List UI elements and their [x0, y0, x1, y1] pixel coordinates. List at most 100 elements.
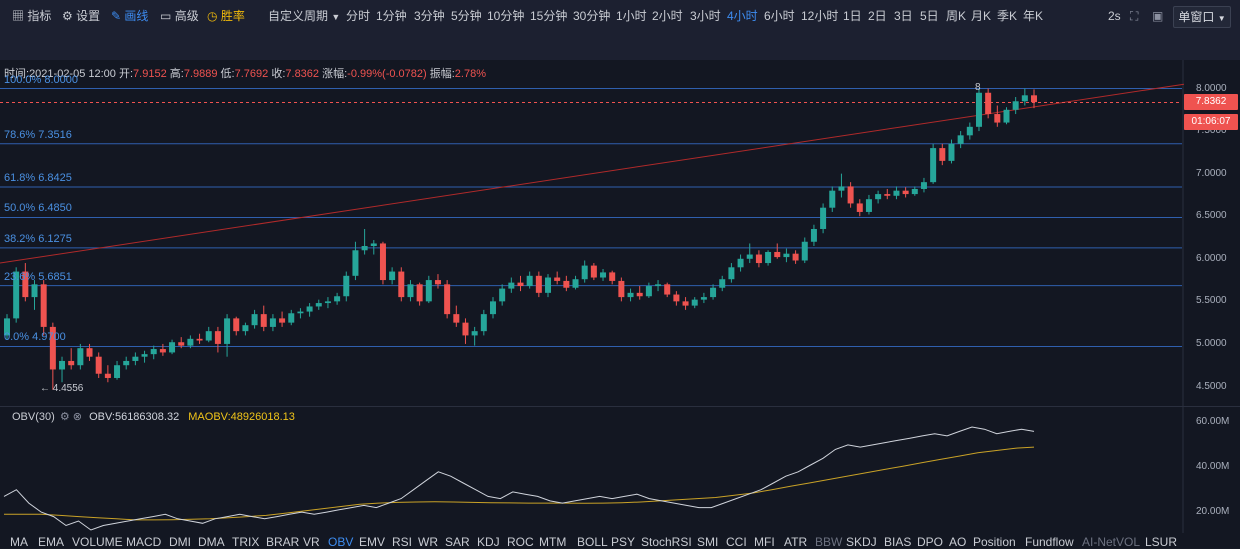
period-1[interactable]: 1分钟 — [376, 9, 407, 23]
drawing-button[interactable]: ✎ 画线 — [111, 9, 149, 23]
refresh-interval[interactable]: 2s — [1108, 9, 1121, 23]
low-marker: ← 4.4556 — [40, 383, 84, 394]
indicator-tab-ma[interactable]: MA — [10, 535, 28, 549]
fib-label-2: 61.8% 6.8425 — [4, 172, 72, 185]
indicator-tab-volume[interactable]: VOLUME — [72, 535, 123, 549]
screenshot-icon[interactable]: ▣ — [1152, 9, 1164, 23]
countdown-tag: 01:06:07 — [1184, 114, 1238, 130]
fib-label-4: 38.2% 6.1275 — [4, 232, 72, 245]
obv-header: OBV(30) ⚙ ⊗ OBV:56186308.32 MAOBV:489260… — [12, 411, 295, 423]
period-4[interactable]: 10分钟 — [487, 9, 525, 23]
indicator-tab-dma[interactable]: DMA — [198, 535, 225, 549]
single-window-dropdown[interactable]: 单窗口 ▼ — [1173, 6, 1231, 28]
indicator-tabs — [0, 533, 1240, 548]
indicator-tab-cci[interactable]: CCI — [726, 535, 747, 549]
indicator-icon: ▦ — [12, 9, 25, 23]
indicator-tab-dpo[interactable]: DPO — [917, 535, 944, 549]
price-axis-tick-0: 8.0000 — [1196, 82, 1227, 94]
indicator-tab-boll[interactable]: BOLL — [577, 535, 608, 549]
period-12[interactable]: 12小时 — [801, 9, 839, 23]
custom-period-dropdown[interactable]: 自定义周期 ▼ — [268, 9, 341, 23]
indicator-tab-vr[interactable]: VR — [303, 535, 320, 549]
folder-icon: ▭ — [160, 9, 172, 23]
indicator-tab-brar[interactable]: BRAR — [266, 535, 300, 549]
chevron-down-icon: ▼ — [1217, 14, 1226, 23]
advanced-button[interactable]: ▭ 高级 — [160, 9, 199, 23]
indicator-button[interactable]: ▦ 指标 — [12, 9, 52, 23]
indicator-tab-fundflow[interactable]: Fundflow — [1025, 535, 1074, 549]
period-0[interactable]: 分时 — [346, 9, 371, 23]
fib-label-6: 0.0% 4.9700 — [4, 331, 66, 344]
chevron-down-icon: ▼ — [331, 12, 341, 22]
pencil-icon: ✎ — [111, 9, 122, 23]
indicator-tab-smi[interactable]: SMI — [697, 535, 719, 549]
winrate-button[interactable]: ◷ 胜率 — [207, 9, 245, 23]
obv-axis-tick-1: 40.00M — [1196, 461, 1230, 473]
close-icon[interactable]: ⊗ — [72, 411, 83, 423]
high-marker: 8 — [975, 82, 981, 93]
indicator-tab-roc[interactable]: ROC — [507, 535, 534, 549]
drawing-toolbar: ✛ ⟋ ⫽ ∟ ☰ 〰 ⊞ Aa ⚯ ⊘ 📏 ✑ ⫼ ⧉ ⎘ 🖼 🗑 — [0, 32, 1240, 88]
gear-icon: ⚙ — [62, 9, 73, 23]
period-13[interactable]: 1日 — [843, 9, 862, 23]
fullscreen-icon[interactable]: ⛶ — [1130, 9, 1139, 23]
period-16[interactable]: 5日 — [920, 9, 939, 23]
price-axis-tick-6: 5.0000 — [1196, 337, 1227, 349]
indicator-tab-trix[interactable]: TRIX — [232, 535, 260, 549]
indicator-tab-ai-netvol[interactable]: AI-NetVOL — [1082, 535, 1141, 549]
period-17[interactable]: 周K — [946, 9, 967, 23]
indicator-tab-atr[interactable]: ATR — [784, 535, 808, 549]
current-price-tag: 7.8362 — [1184, 94, 1238, 110]
indicator-tab-obv[interactable]: OBV — [328, 535, 354, 549]
settings-button[interactable]: ⚙ 设置 — [62, 9, 101, 23]
ohlc-info-line: 时间:2021-02-05 12:00 开:7.9152 高:7.9889 低:… — [4, 68, 486, 80]
period-19[interactable]: 季K — [997, 9, 1018, 23]
period-15[interactable]: 3日 — [894, 9, 913, 23]
indicator-tab-wr[interactable]: WR — [418, 535, 438, 549]
indicator-tab-dmi[interactable]: DMI — [169, 535, 191, 549]
indicator-tab-lsur[interactable]: LSUR — [1145, 535, 1178, 549]
price-axis-tick-3: 6.5000 — [1196, 210, 1227, 222]
price-axis-tick-2: 7.0000 — [1196, 167, 1227, 179]
clock-icon: ◷ — [207, 9, 218, 23]
period-10[interactable]: 4小时 — [727, 9, 758, 23]
price-axis-tick-5: 5.5000 — [1196, 295, 1227, 307]
indicator-tab-position[interactable]: Position — [973, 535, 1016, 549]
period-2[interactable]: 3分钟 — [414, 9, 445, 23]
indicator-tab-kdj[interactable]: KDJ — [477, 535, 500, 549]
period-5[interactable]: 15分钟 — [530, 9, 568, 23]
indicator-tab-ao[interactable]: AO — [949, 535, 967, 549]
indicator-tab-rsi[interactable]: RSI — [392, 535, 413, 549]
period-6[interactable]: 30分钟 — [573, 9, 611, 23]
indicator-tab-sar[interactable]: SAR — [445, 535, 470, 549]
period-3[interactable]: 5分钟 — [451, 9, 482, 23]
period-14[interactable]: 2日 — [868, 9, 887, 23]
indicator-tab-mfi[interactable]: MFI — [754, 535, 775, 549]
indicator-tab-bbw[interactable]: BBW — [815, 535, 843, 549]
indicator-tab-emv[interactable]: EMV — [359, 535, 386, 549]
fib-label-3: 50.0% 6.4850 — [4, 202, 72, 215]
fib-label-5: 23.6% 5.6851 — [4, 270, 72, 283]
indicator-tab-skdj[interactable]: SKDJ — [846, 535, 877, 549]
indicator-tab-bias[interactable]: BIAS — [884, 535, 912, 549]
fib-label-1: 78.6% 7.3516 — [4, 128, 72, 141]
period-7[interactable]: 1小时 — [616, 9, 647, 23]
top-bar: ▦ 指标 ⚙ 设置 ✎ 画线 ▭ 高级 ◷ 胜率 自定义周期 ▼ 分时 1分钟 3分… — [0, 0, 1240, 33]
period-20[interactable]: 年K — [1023, 9, 1044, 23]
settings-icon[interactable]: ⚙ — [59, 411, 70, 423]
indicator-tab-macd[interactable]: MACD — [126, 535, 162, 549]
indicator-tab-stochrsi[interactable]: StochRSI — [641, 535, 692, 549]
period-18[interactable]: 月K — [971, 9, 992, 23]
price-axis-tick-1: 7.5000 — [1196, 125, 1227, 137]
period-9[interactable]: 3小时 — [690, 9, 721, 23]
indicator-tab-psy[interactable]: PSY — [611, 535, 636, 549]
obv-axis-tick-2: 20.00M — [1196, 506, 1230, 518]
fib-label-0: 100.0% 8.0000 — [4, 73, 79, 86]
period-11[interactable]: 6小时 — [764, 9, 795, 23]
indicator-divider — [0, 406, 1240, 407]
period-8[interactable]: 2小时 — [652, 9, 683, 23]
indicator-tab-ema[interactable]: EMA — [38, 535, 65, 549]
price-axis-tick-7: 4.5000 — [1196, 380, 1227, 392]
chart-area[interactable] — [0, 60, 1240, 548]
indicator-tab-mtm[interactable]: MTM — [539, 535, 567, 549]
